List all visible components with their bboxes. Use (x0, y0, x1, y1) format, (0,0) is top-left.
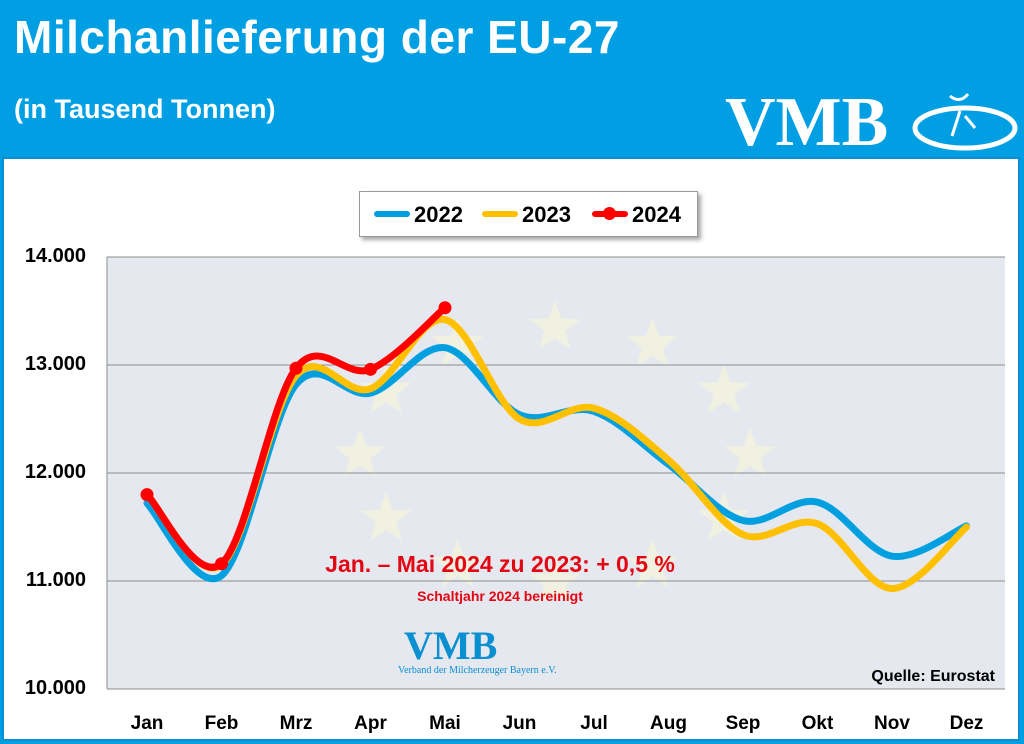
legend-label-2022: 2022 (414, 202, 463, 227)
eu-star-icon (431, 538, 484, 588)
x-tick-label: Jun (502, 713, 537, 734)
data-point-2024 (140, 488, 154, 502)
x-tick-label: Dez (949, 713, 984, 734)
logo-swirl-icon (912, 93, 1018, 151)
x-tick-label: Mrz (279, 713, 313, 734)
legend-marker-2024 (603, 207, 616, 220)
watermark-logo: VMB (404, 623, 498, 668)
x-tick-label: Mai (429, 713, 461, 734)
x-tick-label: Nov (874, 713, 910, 734)
eu-star-icon (626, 538, 679, 588)
x-tick-label: Jan (130, 713, 164, 734)
page-title: Milchanlieferung der EU-27 (14, 11, 621, 63)
y-tick-label: 10.000 (24, 677, 86, 699)
y-tick-label: 12.000 (24, 461, 86, 483)
x-tick-label: Feb (204, 713, 239, 734)
x-tick-label: Okt (801, 713, 834, 734)
eu-star-icon (529, 555, 581, 605)
y-tick-label: 11.000 (25, 569, 86, 591)
x-tick-label: Sep (725, 713, 761, 734)
annotation-leap-year: Schaltjahr 2024 bereinigt (417, 588, 583, 604)
eu-star-icon (334, 428, 386, 477)
eu-star-icon (529, 300, 581, 350)
x-tick-label: Aug (650, 713, 687, 734)
eu-star-icon (698, 364, 750, 414)
watermark-text: Verband der Milcherzeuger Bayern e.V. (398, 665, 557, 676)
eu-star-icon (360, 491, 412, 541)
eu-star-icon (431, 317, 484, 367)
data-point-2024 (289, 361, 303, 375)
data-point-2024 (364, 362, 377, 376)
legend-label-2023: 2023 (522, 202, 571, 227)
x-tick-label: Jul (580, 713, 608, 734)
x-tick-label: Apr (354, 713, 387, 734)
legend-label-2024: 2024 (632, 202, 681, 227)
legend-swatch-2022 (374, 211, 410, 217)
y-tick-label: 14.000 (24, 245, 86, 267)
annotation-change: Jan. – Mai 2024 zu 2023: + 0,5 % (325, 551, 675, 577)
series-line-2024 (143, 304, 449, 571)
eu-star-icon (626, 317, 679, 367)
y-tick-label: 13.000 (24, 353, 86, 375)
eu-star-icon (724, 428, 776, 477)
source-label: Quelle: Eurostat (871, 668, 995, 685)
data-point-2024 (215, 557, 228, 571)
vmb-logo: VMB (725, 88, 1018, 158)
legend-swatch-2023 (482, 211, 518, 217)
data-point-2024 (438, 301, 452, 315)
page-subtitle: (in Tausend Tonnen) (14, 94, 276, 124)
legend: 2022 2023 2024 (359, 191, 698, 237)
